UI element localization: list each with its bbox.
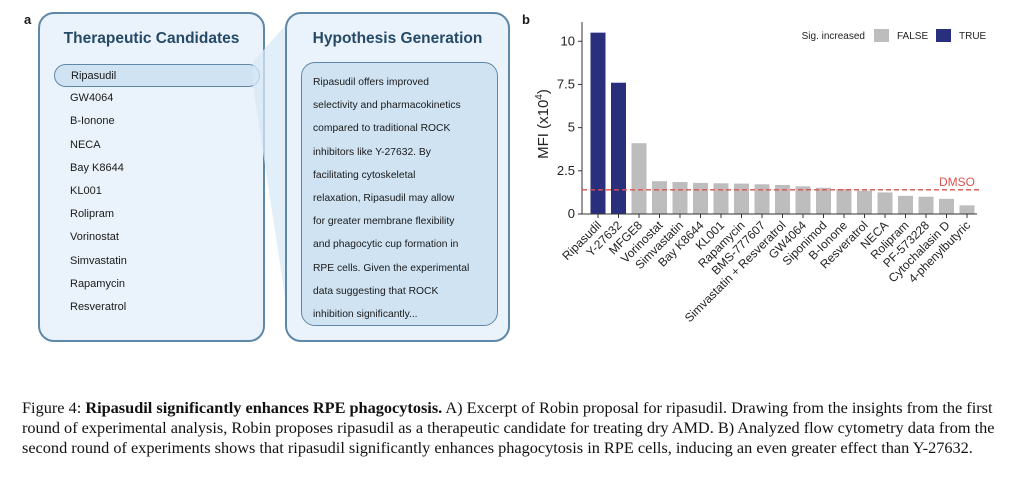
panel-b-label: b: [522, 12, 530, 27]
candidate-item[interactable]: B-Ionone: [70, 115, 115, 128]
candidate-item[interactable]: Resveratrol: [70, 300, 127, 313]
bar-bay-k8644: [693, 182, 708, 214]
bar-vorinostat: [652, 181, 667, 214]
bar-kl001: [713, 183, 729, 214]
bar-resveratrol: [857, 190, 872, 214]
hypothesis-text: Ripasudil offers improved selectivity and…: [313, 71, 493, 326]
candidate-item[interactable]: Bay K8644: [70, 161, 124, 174]
bar-mfge8: [631, 143, 647, 214]
candidate-item[interactable]: NECA: [70, 138, 101, 151]
hypothesis-generation-title: Hypothesis Generation: [312, 30, 483, 47]
candidate-item[interactable]: KL001: [70, 184, 102, 197]
bar-rapamycin: [734, 183, 749, 214]
bar-bms-777607: [754, 184, 770, 214]
legend-true-label: TRUE: [959, 31, 987, 42]
hypothesis-line: relaxation, Ripasudil may allow: [313, 192, 455, 204]
candidate-item[interactable]: Vorinostat: [70, 231, 119, 244]
bar-ripasudil: [590, 32, 606, 214]
legend-false-label: FALSE: [897, 31, 928, 42]
candidate-item[interactable]: GW4064: [70, 92, 114, 105]
bar-gw4064: [795, 186, 811, 214]
candidate-item[interactable]: Rapamycin: [70, 277, 126, 290]
y-tick-label: 10: [561, 33, 575, 48]
hypothesis-line: and phagocytic cup formation in: [313, 239, 459, 251]
bar-pf-573228: [918, 196, 934, 214]
hypothesis-line: compared to traditional ROCK: [313, 123, 451, 135]
hypothesis-line: inhibition significantly...: [313, 308, 418, 320]
y-tick-label: 0: [568, 206, 575, 221]
caption-lead: Figure 4:: [22, 398, 82, 417]
therapeutic-candidates-title: Therapeutic Candidates: [63, 30, 240, 47]
caption-bold: Ripasudil significantly enhances RPE pha…: [85, 398, 443, 417]
y-axis-label: MFI (x104): [534, 89, 552, 159]
bar-y-27632: [611, 82, 626, 215]
figure-caption: Figure 4: Ripasudil significantly enhanc…: [22, 398, 1007, 458]
hypothesis-line: facilitating cytoskeletal: [313, 169, 416, 181]
hypothesis-line: RPE cells. Given the experimental: [313, 262, 470, 274]
y-tick-label: 7.5: [557, 76, 575, 91]
hypothesis-line: selectivity and pharmacokinetics: [313, 100, 461, 112]
dmso-label: DMSO: [939, 175, 975, 189]
candidate-item[interactable]: Simvastatin: [70, 254, 127, 267]
hypothesis-line: inhibitors like Y-27632. By: [313, 146, 431, 158]
legend-true-swatch: [936, 29, 951, 42]
bar-4-phenylbutyric: [959, 205, 975, 214]
y-tick-label: 2.5: [557, 163, 575, 178]
bar-rolipram: [898, 195, 913, 214]
panel-a-label: a: [24, 12, 32, 27]
candidate-list: Ripasudil GW4064 B-Ionone NECA Bay K8644 KL00…: [54, 64, 260, 319]
therapeutic-candidates-box: Therapeutic Candidates Ripasudil GW4064 B-…: [38, 12, 265, 342]
bar-siponimod: [816, 187, 831, 214]
caption-text: A) Excerpt of Robin proposal for ripasud…: [22, 398, 995, 457]
hypothesis-line: Ripasudil offers improved: [313, 77, 429, 88]
bar-simvastatin-resveratrol: [775, 184, 790, 214]
bar-simvastatin: [672, 182, 688, 214]
bar-b-ionone: [836, 188, 852, 214]
bar-cytochalasin-d: [939, 198, 954, 214]
hypothesis-line: data suggesting that ROCK: [313, 285, 439, 297]
candidate-item-selected[interactable]: Ripasudil: [54, 64, 260, 88]
legend-title: Sig. increased: [802, 31, 865, 42]
y-tick-label: 5: [568, 120, 575, 135]
bar-neca: [877, 192, 893, 214]
legend-false-swatch: [874, 29, 889, 42]
candidate-item[interactable]: Rolipram: [70, 208, 115, 221]
hypothesis-generation-box: Hypothesis Generation Ripasudil offers i…: [285, 12, 510, 342]
hypothesis-line: for greater membrane flexibility: [313, 216, 455, 228]
hypothesis-text-box: Ripasudil offers improved selectivity and…: [301, 62, 498, 326]
